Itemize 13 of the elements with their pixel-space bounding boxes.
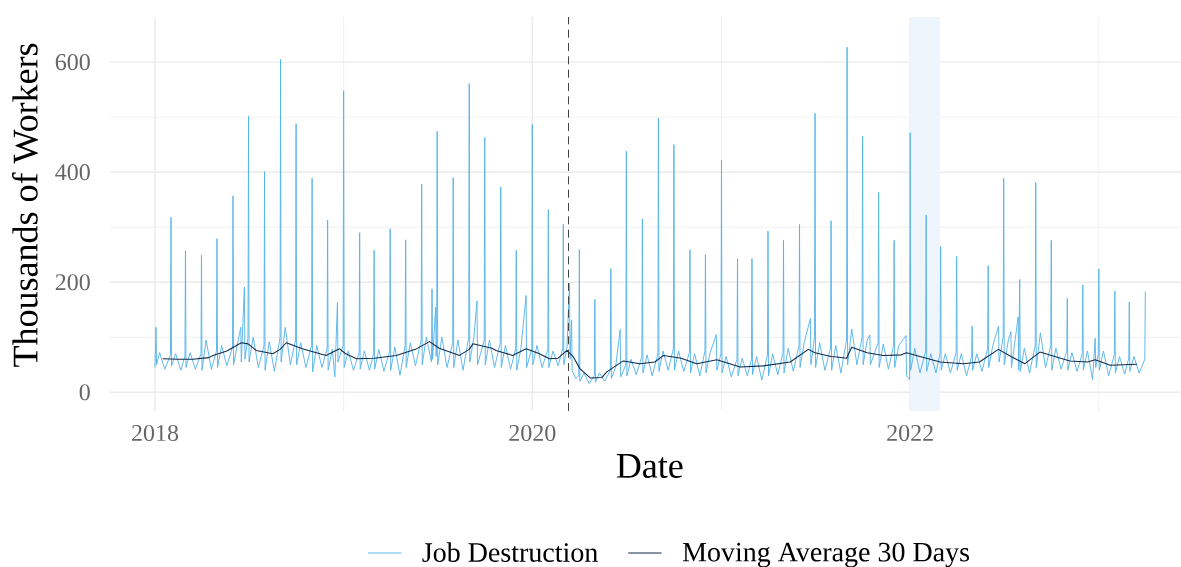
x-tick-label: 2020 bbox=[509, 424, 556, 442]
y-tick-label: 600 bbox=[55, 54, 90, 71]
x-tick-label: 2022 bbox=[887, 424, 933, 442]
legend-label: Moving Average 30 Days bbox=[682, 542, 970, 567]
y-tick-label: 0 bbox=[79, 384, 90, 401]
x-tick-label: 2018 bbox=[132, 424, 179, 442]
y-tick-label: 400 bbox=[55, 164, 90, 181]
y-tick-label: 200 bbox=[55, 274, 90, 291]
y-axis-title: Thousands of Workers bbox=[12, 43, 38, 367]
line-series bbox=[154, 46, 1146, 384]
legend-label: Job Destruction bbox=[422, 542, 598, 562]
x-axis-title: Date bbox=[616, 454, 683, 478]
line-series bbox=[162, 341, 1138, 379]
